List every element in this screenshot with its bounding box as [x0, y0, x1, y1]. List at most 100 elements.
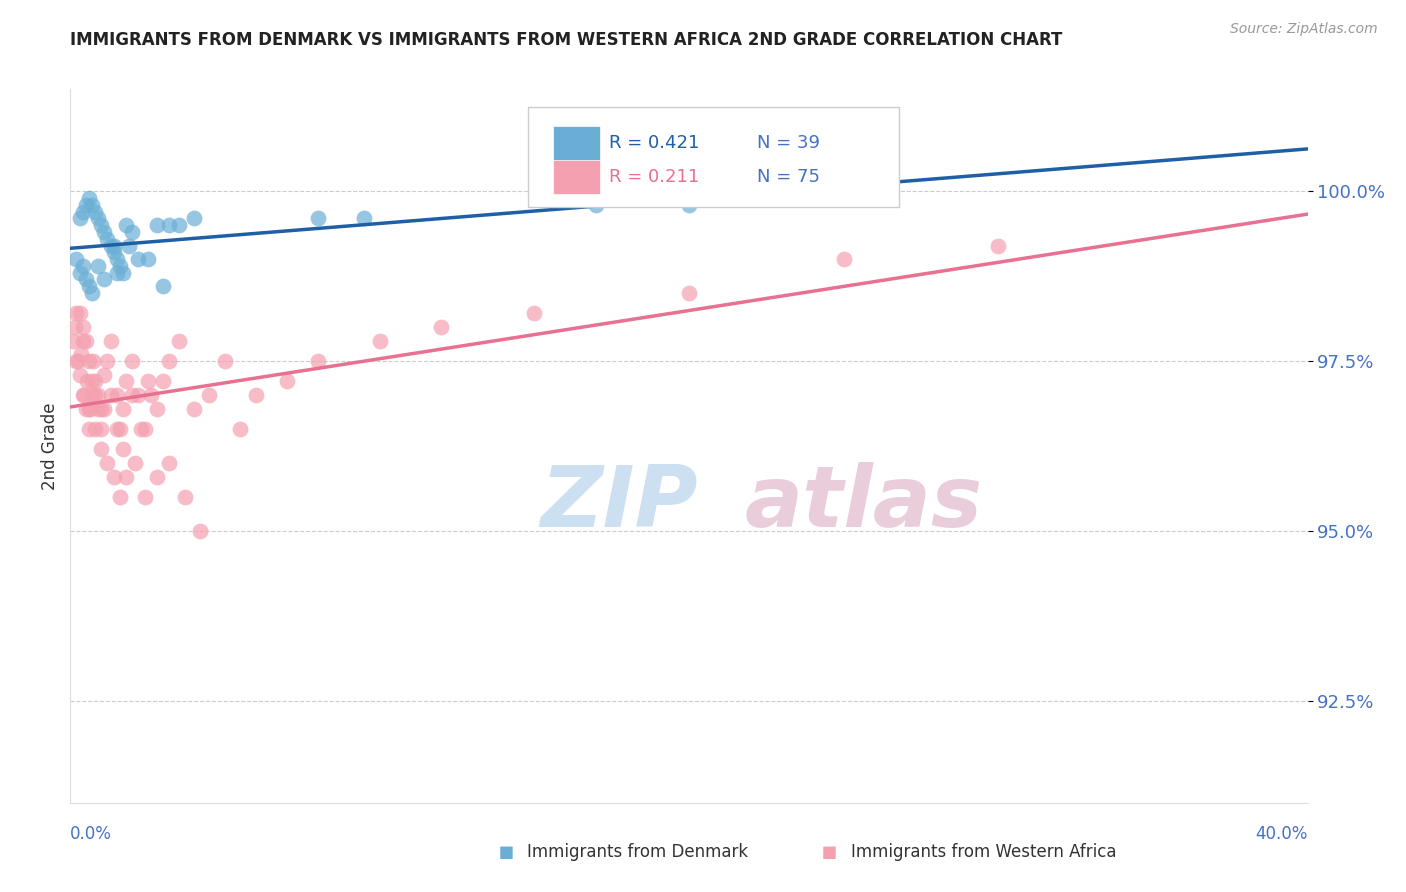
Point — [678, 198, 700, 212]
Point — [167, 334, 190, 348]
Point — [127, 388, 149, 402]
Point — [65, 306, 87, 320]
Text: Immigrants from Western Africa: Immigrants from Western Africa — [851, 843, 1116, 861]
Point — [76, 375, 98, 389]
Point — [229, 422, 252, 436]
Point — [121, 388, 143, 402]
FancyBboxPatch shape — [553, 127, 600, 161]
Point — [87, 211, 110, 226]
Point — [157, 354, 180, 368]
Point — [65, 354, 87, 368]
Text: Source: ZipAtlas.com: Source: ZipAtlas.com — [1230, 22, 1378, 37]
Point — [127, 252, 149, 266]
Point — [72, 259, 94, 273]
Point — [90, 442, 112, 457]
Point — [146, 218, 169, 232]
Point — [103, 238, 125, 252]
Point — [96, 456, 118, 470]
Text: 40.0%: 40.0% — [1256, 825, 1308, 843]
Point — [368, 334, 391, 348]
Point — [108, 259, 131, 273]
Point — [96, 232, 118, 246]
Point — [69, 306, 91, 320]
Point — [111, 401, 134, 416]
Point — [84, 375, 107, 389]
Point — [353, 211, 375, 226]
Point — [72, 334, 94, 348]
Point — [111, 442, 134, 457]
Point — [93, 368, 115, 382]
Point — [96, 354, 118, 368]
Point — [84, 388, 107, 402]
Point — [157, 456, 180, 470]
Point — [139, 388, 162, 402]
Point — [77, 401, 100, 416]
Point — [121, 225, 143, 239]
Point — [63, 320, 86, 334]
Point — [69, 211, 91, 226]
Point — [80, 375, 103, 389]
Point — [100, 334, 122, 348]
Point — [136, 375, 159, 389]
Point — [72, 204, 94, 219]
Point — [124, 456, 146, 470]
Point — [136, 252, 159, 266]
Point — [70, 347, 93, 361]
Point — [75, 198, 97, 212]
Point — [276, 375, 298, 389]
Point — [75, 401, 97, 416]
Point — [80, 198, 103, 212]
Point — [93, 272, 115, 286]
Point — [188, 524, 211, 538]
Text: N = 39: N = 39 — [756, 135, 820, 153]
Point — [115, 469, 138, 483]
Point — [121, 354, 143, 368]
Point — [146, 469, 169, 483]
Point — [87, 388, 110, 402]
Point — [987, 238, 1010, 252]
Point — [307, 211, 329, 226]
Point — [173, 490, 195, 504]
Point — [65, 252, 87, 266]
Point — [585, 198, 607, 212]
Point — [430, 320, 453, 334]
Point — [157, 218, 180, 232]
Point — [90, 401, 112, 416]
Point — [77, 422, 100, 436]
Point — [80, 286, 103, 301]
Text: R = 0.211: R = 0.211 — [609, 168, 699, 186]
Text: IMMIGRANTS FROM DENMARK VS IMMIGRANTS FROM WESTERN AFRICA 2ND GRADE CORRELATION : IMMIGRANTS FROM DENMARK VS IMMIGRANTS FR… — [70, 31, 1063, 49]
Point — [75, 334, 97, 348]
Point — [93, 401, 115, 416]
Point — [90, 422, 112, 436]
Point — [245, 388, 267, 402]
Text: Immigrants from Denmark: Immigrants from Denmark — [527, 843, 748, 861]
Text: N = 75: N = 75 — [756, 168, 820, 186]
Point — [108, 422, 131, 436]
Point — [214, 354, 236, 368]
Point — [103, 469, 125, 483]
Y-axis label: 2nd Grade: 2nd Grade — [41, 402, 59, 490]
Point — [198, 388, 221, 402]
Point — [100, 388, 122, 402]
Point — [72, 320, 94, 334]
Point — [307, 354, 329, 368]
Point — [69, 368, 91, 382]
Point — [87, 259, 110, 273]
Point — [146, 401, 169, 416]
Point — [75, 272, 97, 286]
Point — [69, 266, 91, 280]
Point — [108, 490, 131, 504]
Point — [152, 375, 174, 389]
Point — [77, 279, 100, 293]
Point — [131, 422, 153, 436]
Point — [118, 238, 141, 252]
Point — [105, 422, 128, 436]
Point — [134, 490, 156, 504]
Point — [152, 279, 174, 293]
Point — [105, 252, 128, 266]
Point — [105, 266, 128, 280]
Point — [115, 218, 138, 232]
FancyBboxPatch shape — [529, 107, 900, 207]
Point — [167, 218, 190, 232]
